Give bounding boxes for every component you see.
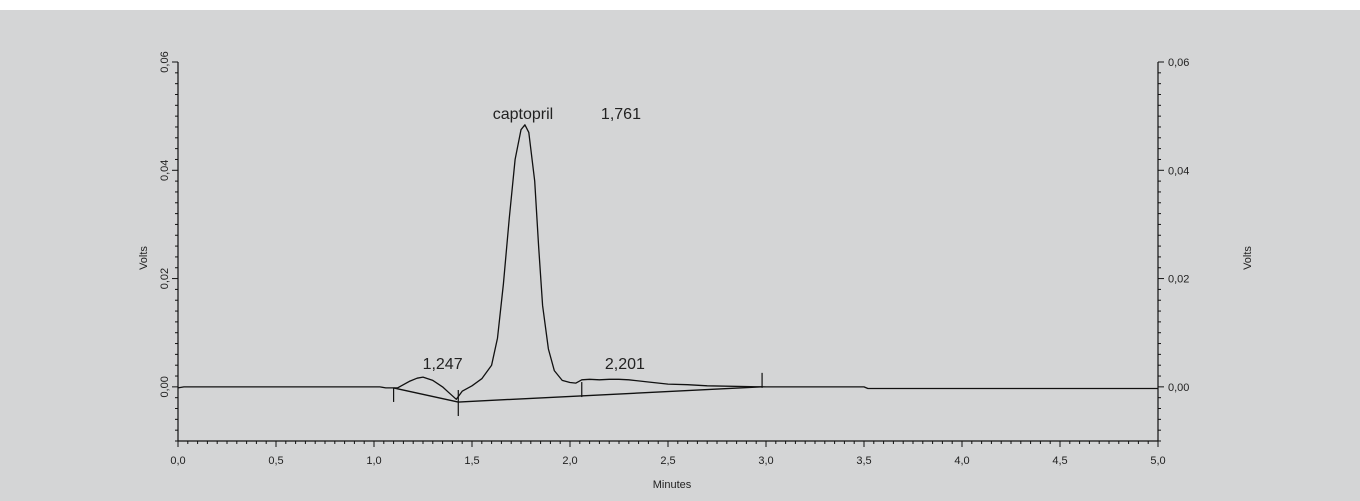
x-tick-label: 3,5 — [856, 455, 871, 467]
peak-annotation: captopril — [493, 106, 553, 123]
x-axis-label: Minutes — [653, 479, 692, 491]
y-left-tick-label: 0,04 — [159, 160, 171, 181]
y-right-tick-label: 0,06 — [1168, 57, 1189, 69]
y-right-tick-label: 0,02 — [1168, 274, 1189, 286]
axis-ticks — [172, 61, 1164, 447]
x-tick-label: 2,5 — [660, 455, 675, 467]
x-tick-label: 1,5 — [464, 455, 479, 467]
y-right-tick-label: 0,04 — [1168, 165, 1189, 177]
y-left-tick-label: 0,06 — [159, 51, 171, 72]
tick-labels: 0,0 0,5 1,0 1,5 2,0 2,5 3,0 3,5 4,0 4,5 5,0 0,00 0,0… — [159, 51, 1189, 467]
chart-panel: 0,0 0,5 1,0 1,5 2,0 2,5 3,0 3,5 4,0 4,5 5,0 0,00 0,0… — [0, 10, 1360, 501]
y-right-tick-label: 0,00 — [1168, 382, 1189, 394]
x-tick-label: 1,0 — [366, 455, 381, 467]
y-axis-label-right: Volts — [1242, 246, 1254, 270]
peak-annotation: 2,201 — [605, 356, 645, 373]
x-tick-label: 0,0 — [170, 455, 185, 467]
y-left-tick-label: 0,00 — [159, 376, 171, 397]
peak-annotations: captopril 1,761 1,247 2,201 — [423, 106, 645, 373]
baseline-segment — [458, 386, 763, 403]
x-tick-label: 5,0 — [1150, 455, 1165, 467]
peak-annotation: 1,247 — [423, 356, 463, 373]
x-tick-label: 3,0 — [758, 455, 773, 467]
integration-baselines — [393, 386, 763, 403]
signal-line — [177, 124, 1158, 400]
chromatogram-chart: 0,0 0,5 1,0 1,5 2,0 2,5 3,0 3,5 4,0 4,5 5,0 0,00 0,0… — [138, 51, 1254, 491]
x-tick-label: 4,5 — [1052, 455, 1067, 467]
y-axis-label-left: Volts — [138, 246, 150, 270]
x-tick-label: 0,5 — [268, 455, 283, 467]
x-tick-label: 4,0 — [954, 455, 969, 467]
baseline-segment — [393, 387, 459, 403]
y-left-tick-label: 0,02 — [159, 268, 171, 289]
peak-markers — [393, 372, 763, 417]
peak-annotation: 1,761 — [601, 106, 641, 123]
x-tick-label: 2,0 — [562, 455, 577, 467]
signal-trace — [177, 124, 1158, 400]
